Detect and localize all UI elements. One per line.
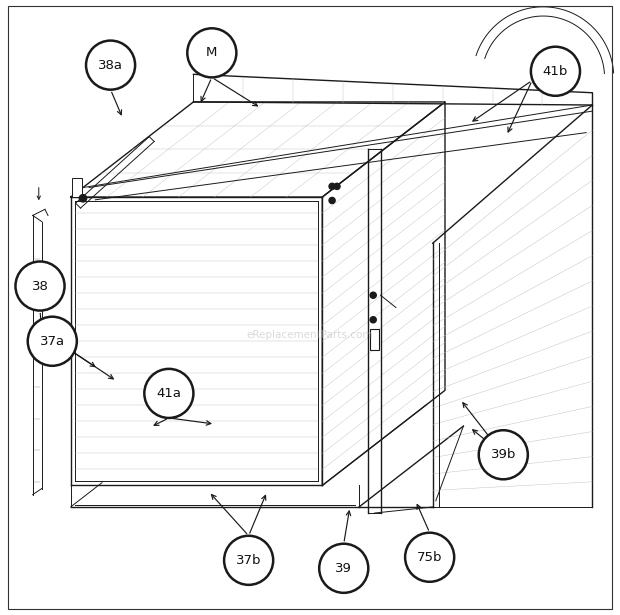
Circle shape <box>405 533 454 582</box>
Circle shape <box>370 317 376 323</box>
Circle shape <box>224 536 273 585</box>
Text: 41a: 41a <box>156 387 182 400</box>
Circle shape <box>479 430 528 479</box>
Circle shape <box>329 183 335 189</box>
Text: 37b: 37b <box>236 554 262 567</box>
Text: 37a: 37a <box>40 335 65 347</box>
Text: eReplacementParts.com: eReplacementParts.com <box>247 330 373 340</box>
Text: 75b: 75b <box>417 551 443 564</box>
Circle shape <box>86 41 135 90</box>
Text: 39b: 39b <box>490 448 516 461</box>
Circle shape <box>329 197 335 204</box>
Circle shape <box>531 47 580 96</box>
Text: 39: 39 <box>335 561 352 575</box>
Circle shape <box>144 369 193 418</box>
Circle shape <box>79 194 87 202</box>
Text: 38: 38 <box>32 280 48 293</box>
Circle shape <box>28 317 77 366</box>
Circle shape <box>370 292 376 298</box>
Circle shape <box>319 544 368 593</box>
Circle shape <box>187 28 236 77</box>
Text: 38a: 38a <box>98 58 123 71</box>
Circle shape <box>16 261 64 311</box>
Text: 41b: 41b <box>542 65 568 77</box>
Circle shape <box>334 183 340 189</box>
Text: M: M <box>206 46 218 60</box>
Bar <box>72 178 82 197</box>
Bar <box>370 329 379 351</box>
